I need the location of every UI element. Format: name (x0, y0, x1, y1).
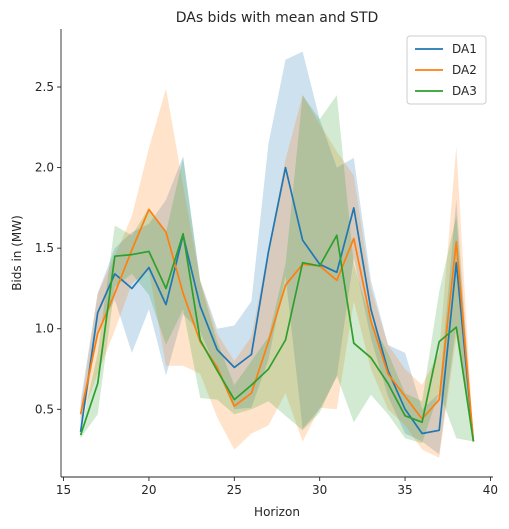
x-tick-label: 15 (56, 483, 71, 497)
mean-line-da3 (79, 232, 475, 442)
y-tick-label: 0.5 (35, 402, 54, 416)
x-axis-label: Horizon (254, 505, 300, 519)
y-ticks: 0.5 1.0 1.5 2.0 2.5 (35, 80, 61, 416)
legend-label-da3: DA3 (452, 84, 477, 98)
mean-line-da1 (79, 166, 475, 442)
legend: DA1 DA2 DA3 (406, 35, 487, 105)
legend-frame (406, 35, 487, 105)
x-tick-label: 40 (483, 483, 498, 497)
y-tick-label: 1.5 (35, 241, 54, 255)
std-band-da3 (80, 95, 474, 444)
mean-lines (79, 166, 475, 442)
x-tick-label: 35 (397, 483, 412, 497)
legend-label-da1: DA1 (452, 42, 477, 56)
std-band-da1 (80, 51, 474, 455)
y-axis-label: Bids in (MW) (10, 215, 24, 291)
y-tick-label: 2.0 (35, 161, 54, 175)
x-tick-label: 20 (141, 483, 156, 497)
x-tick-label: 30 (312, 483, 327, 497)
mean-line-da2 (79, 208, 475, 442)
legend-label-da2: DA2 (452, 63, 477, 77)
chart-title: DAs bids with mean and STD (176, 10, 379, 26)
y-tick-label: 2.5 (35, 80, 54, 94)
x-tick-label: 25 (227, 483, 242, 497)
std-bands (80, 51, 474, 458)
x-ticks: 15 20 25 30 35 40 (56, 477, 498, 497)
y-tick-label: 1.0 (35, 322, 54, 336)
